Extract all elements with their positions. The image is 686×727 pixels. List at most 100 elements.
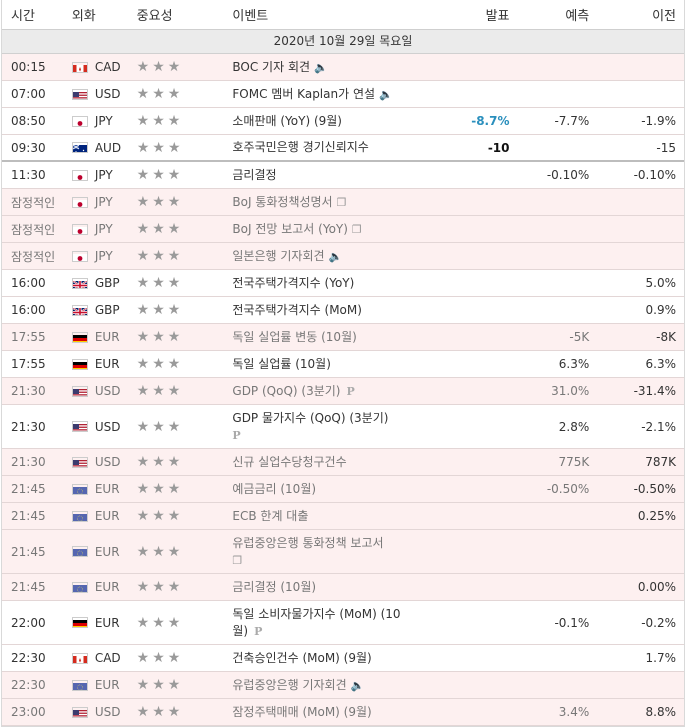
event-cell[interactable]: 유럽중앙은행 통화정책 보고서 ❐: [224, 535, 433, 569]
document-icon[interactable]: ❐: [337, 194, 347, 211]
speaker-icon[interactable]: 🔈: [329, 248, 343, 265]
event-cell[interactable]: 호주국민은행 경기신뢰지수: [225, 139, 434, 156]
currency-code: GBP: [95, 303, 120, 317]
speaker-icon[interactable]: 🔈: [314, 59, 328, 76]
importance-stars-icon: ★★★: [137, 677, 184, 693]
eu-flag-icon: [72, 582, 88, 593]
event-name[interactable]: 유럽중앙은행 기자회견: [232, 678, 346, 692]
event-cell[interactable]: 전국주택가격지수 (MoM): [224, 302, 433, 319]
event-name[interactable]: 금리결정: [232, 168, 276, 182]
previous-value: 787K: [597, 455, 684, 469]
eu-flag-icon: [72, 484, 88, 495]
header-forecast[interactable]: 예측: [517, 5, 597, 24]
event-name[interactable]: ECB 한계 대출: [232, 509, 308, 523]
us-flag-icon: [72, 421, 88, 432]
speaker-icon[interactable]: 🔈: [351, 677, 365, 694]
header-time[interactable]: 시간: [2, 5, 64, 24]
importance-stars-icon: ★★★: [137, 356, 184, 372]
event-cell[interactable]: 전국주택가격지수 (YoY): [224, 275, 433, 292]
event-name[interactable]: 독일 실업률 변동 (10월): [232, 330, 356, 344]
event-cell[interactable]: 유럽중앙은행 기자회견 🔈: [224, 677, 433, 694]
event-name[interactable]: 독일 실업률 (10월): [232, 357, 331, 371]
importance-stars-icon: ★★★: [137, 59, 184, 75]
event-cell[interactable]: BOC 기자 회견 🔈: [224, 59, 433, 76]
event-name[interactable]: BoJ 전망 보고서 (YoY): [232, 222, 348, 236]
event-cell[interactable]: 일본은행 기자회견 🔈: [224, 248, 433, 265]
event-cell[interactable]: BoJ 전망 보고서 (YoY) ❐: [224, 221, 433, 238]
event-cell[interactable]: FOMC 멤버 Kaplan가 연설 🔈: [224, 86, 433, 103]
document-icon[interactable]: ❐: [352, 221, 362, 238]
event-cell[interactable]: 소매판매 (YoY) (9월): [224, 113, 433, 130]
event-name[interactable]: 호주국민은행 경기신뢰지수: [233, 140, 369, 154]
importance-stars-icon: ★★★: [137, 650, 184, 666]
importance-stars-icon: ★★★: [137, 275, 184, 291]
event-cell[interactable]: 독일 실업률 (10월): [224, 356, 433, 373]
event-name[interactable]: BOC 기자 회견: [232, 60, 310, 74]
event-cell[interactable]: 독일 소비자물가지수 (MoM) (10월)P: [224, 606, 433, 640]
header-currency[interactable]: 외화: [64, 5, 129, 24]
event-name[interactable]: 신규 실업수당청구건수: [232, 455, 346, 469]
event-name[interactable]: 전국주택가격지수 (YoY): [232, 276, 354, 290]
event-cell[interactable]: 금리결정 (10월): [224, 579, 433, 596]
event-name[interactable]: 잠정주택매매 (MoM) (9월): [232, 705, 371, 719]
event-cell[interactable]: 예금금리 (10월): [224, 481, 433, 498]
us-flag-icon: [72, 386, 88, 397]
event-time: 21:30: [2, 420, 64, 434]
event-name[interactable]: 전국주택가격지수 (MoM): [232, 303, 362, 317]
event-cell[interactable]: 금리결정: [224, 167, 433, 184]
header-actual[interactable]: 발표: [434, 5, 518, 24]
event-cell[interactable]: 잠정주택매매 (MoM) (9월): [224, 704, 433, 721]
currency-code: GBP: [95, 276, 120, 290]
event-cell[interactable]: BoJ 통화정책성명서 ❐: [224, 194, 433, 211]
event-name[interactable]: 소매판매 (YoY) (9월): [232, 114, 342, 128]
event-time: 00:15: [2, 60, 64, 74]
event-name[interactable]: GDP (QoQ) (3분기): [232, 384, 340, 398]
event-name[interactable]: 일본은행 기자회견: [232, 249, 324, 263]
event-name[interactable]: 금리결정 (10월): [232, 580, 316, 594]
event-cell[interactable]: GDP (QoQ) (3분기)P: [224, 383, 433, 400]
event-cell[interactable]: ECB 한계 대출: [224, 508, 433, 525]
event-cell[interactable]: 건축승인건수 (MoM) (9월): [224, 650, 433, 667]
importance-stars-icon: ★★★: [137, 221, 184, 237]
speaker-icon[interactable]: 🔈: [379, 86, 393, 103]
header-event[interactable]: 이벤트: [224, 5, 433, 24]
event-time: 16:00: [2, 303, 64, 317]
event-time: 잠정적인: [2, 221, 64, 238]
event-name[interactable]: FOMC 멤버 Kaplan가 연설: [232, 87, 375, 101]
document-icon[interactable]: ❐: [232, 552, 242, 569]
event-cell[interactable]: GDP 물가지수 (QoQ) (3분기)P: [224, 410, 433, 444]
header-previous[interactable]: 이전: [597, 5, 684, 24]
event-cell[interactable]: 신규 실업수당청구건수: [224, 454, 433, 471]
header-importance[interactable]: 중요성: [129, 5, 225, 24]
event-name[interactable]: 건축승인건수 (MoM) (9월): [232, 651, 371, 665]
event-name[interactable]: BoJ 통화정책성명서: [232, 195, 332, 209]
event-name[interactable]: GDP 물가지수 (QoQ) (3분기): [232, 411, 388, 425]
event-name[interactable]: 유럽중앙은행 통화정책 보고서: [232, 536, 383, 550]
event-name[interactable]: 예금금리 (10월): [232, 482, 316, 496]
event-cell[interactable]: 독일 실업률 변동 (10월): [224, 329, 433, 346]
